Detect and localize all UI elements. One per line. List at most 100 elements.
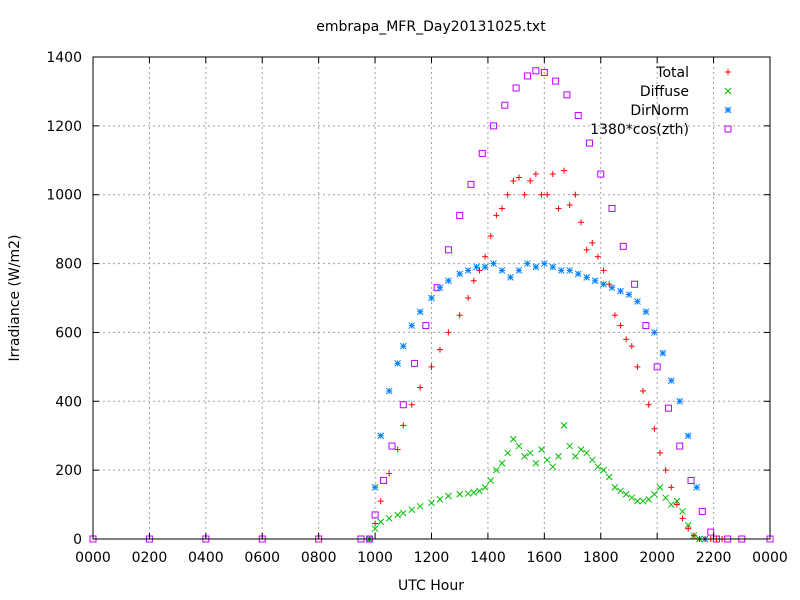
total-point [538, 191, 545, 198]
total-point [572, 191, 579, 198]
1380-cos-zth--point [631, 280, 639, 288]
1380-cos-zth--point [608, 204, 616, 212]
diffuse-point [493, 466, 500, 474]
legend-label: Diffuse [640, 84, 689, 100]
dirnorm-point [566, 267, 574, 274]
1380-cos-zth--point [698, 507, 706, 515]
x-tick-label: 0600 [244, 550, 280, 566]
total-point [515, 174, 522, 181]
1380-cos-zth--point [574, 112, 582, 120]
total-point [504, 191, 511, 198]
total-point [532, 171, 539, 178]
total-point [640, 387, 647, 394]
dirnorm-point [377, 432, 385, 440]
diffuse-point [487, 477, 495, 484]
total-point [487, 233, 494, 240]
dirnorm-point [591, 277, 599, 285]
total-point [527, 177, 534, 184]
1380-cos-zth--point [585, 139, 593, 147]
1380-cos-zth--point [563, 91, 571, 99]
y-axis-label: Irradiance (W/m2) [7, 235, 23, 362]
dirnorm-point [481, 263, 489, 271]
total-point [690, 532, 697, 539]
dirnorm-point [540, 260, 548, 267]
total-point [521, 191, 528, 198]
diffuse-point [470, 489, 478, 496]
1380-cos-zth--point [597, 170, 605, 178]
diffuse-point [611, 484, 619, 491]
dirnorm-point [617, 287, 624, 295]
1380-cos-zth--point [676, 442, 684, 450]
diffuse-point [456, 490, 464, 498]
total-point [476, 267, 483, 274]
total-point [566, 202, 573, 209]
diffuse-point [543, 456, 551, 464]
total-point [377, 498, 384, 505]
1380-cos-zth--point [552, 77, 560, 85]
1380-cos-zth--point [380, 476, 388, 484]
x-axis-label: UTC Hour [398, 578, 464, 594]
diffuse-point [504, 449, 512, 457]
legend-label: DirNorm [630, 103, 689, 119]
total-point [685, 525, 692, 532]
total-point [400, 422, 407, 429]
dirnorm-point [399, 342, 407, 350]
1380-cos-zth--point [456, 211, 464, 219]
dirnorm-point [371, 484, 379, 491]
diffuse-point [662, 494, 669, 502]
dirnorm-point [549, 263, 557, 271]
1380-cos-zth--point [422, 322, 430, 330]
legend-label: Total [655, 65, 689, 81]
1380-cos-zth--point [399, 401, 407, 409]
total-point [499, 205, 506, 212]
total-point [651, 425, 658, 432]
diffuse-point [645, 496, 653, 503]
total-point [417, 384, 424, 391]
1380-cos-zth--point [444, 246, 452, 254]
total-point [606, 281, 613, 288]
diffuse-point [377, 518, 385, 526]
x-tick-label: 0000 [75, 550, 111, 566]
dirnorm-point [498, 267, 506, 274]
1380-cos-zth--point [532, 67, 540, 75]
dirnorm-point [507, 273, 514, 281]
diffuse-point [399, 509, 407, 517]
total-point [578, 219, 585, 226]
diffuse-point [667, 501, 675, 508]
dirnorm-point [464, 267, 472, 274]
total-point [555, 205, 562, 212]
total-point [470, 277, 477, 284]
x-tick-label: 2200 [696, 550, 732, 566]
diffuse-point [476, 487, 483, 495]
x-tick-label: 1200 [414, 550, 450, 566]
diffuse-point [583, 449, 590, 457]
diffuse-point [428, 499, 435, 507]
legend-label: 1380*cos(zth) [590, 122, 689, 138]
total-point [544, 191, 551, 198]
diffuse-point [445, 492, 452, 500]
total-point [623, 336, 630, 343]
dirnorm-point [557, 267, 565, 274]
y-tick-label: 0 [73, 532, 82, 548]
diffuse-point [639, 497, 647, 505]
dirnorm-point [574, 270, 582, 278]
legend: Total Diffuse DirNorm 1380*cos(zth) [590, 65, 732, 138]
diffuse-point [600, 466, 607, 474]
diffuse-point [605, 473, 613, 481]
total-point [456, 312, 463, 319]
1380-cos-zth--point [664, 404, 672, 412]
dirnorm-point [650, 329, 658, 336]
dirnorm-point [436, 284, 444, 292]
dirnorm-point [394, 360, 402, 367]
total-point [662, 467, 669, 474]
total-point [634, 363, 641, 370]
total-point [673, 501, 680, 508]
dirnorm-point [583, 273, 590, 281]
dirnorm-point [634, 298, 641, 305]
x-tick-label: 1000 [357, 550, 393, 566]
1380-cos-zth--point [490, 122, 498, 130]
y-tick-label: 200 [55, 463, 82, 479]
1380-cos-zth--point [388, 442, 396, 450]
1380-cos-zth--point [687, 476, 695, 484]
